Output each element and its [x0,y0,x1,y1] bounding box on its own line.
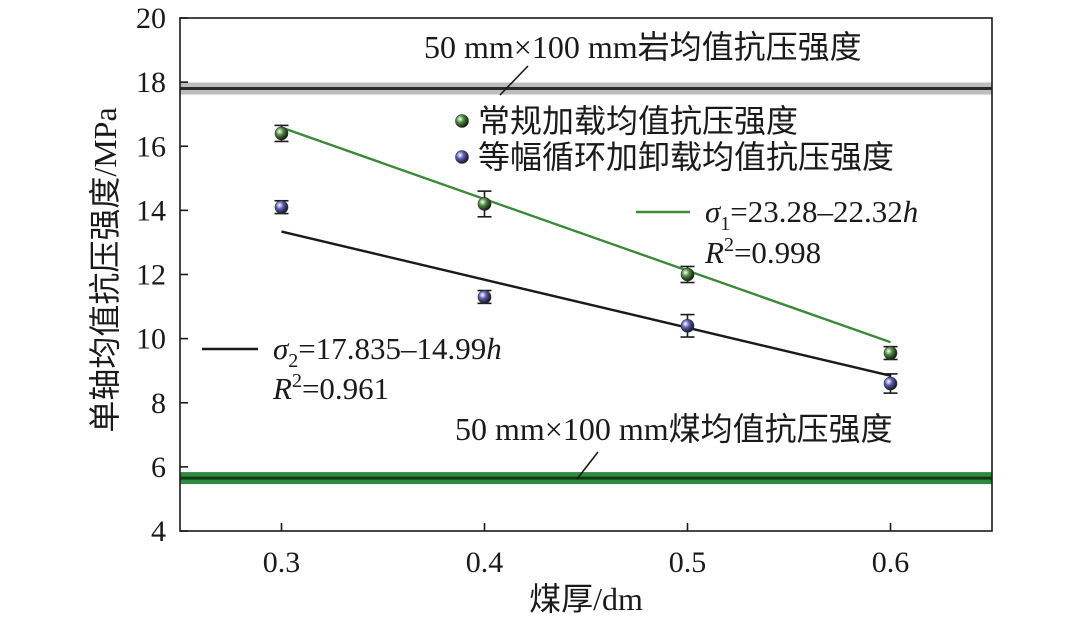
fit-equation: σ2=17.835–14.99h [273,331,502,372]
plot-frame [179,17,993,532]
r-squared-value: =0.998 [734,235,821,270]
r-squared: R2=0.961 [272,370,389,406]
fit-lines [281,126,891,377]
data-point [477,290,492,304]
r-squared-symbol: R [704,235,724,270]
equation-subscript: 1 [720,213,730,235]
r-squared-superscript: 2 [724,234,734,256]
x-tick-label: 0.4 [466,546,504,579]
x-tick-label: 0.6 [872,546,910,579]
legend-marker [455,150,469,164]
reference-annotations: 50 mm×100 mm岩均值抗压强度 50 mm×100 mm煤均值抗压强度 [424,29,893,480]
y-tick-label: 14 [136,194,166,227]
r-squared-symbol: R [272,371,292,406]
data-point [477,197,492,211]
legend-marker [455,114,469,128]
y-tick-label: 8 [151,387,166,420]
equation-variable: h [903,194,919,229]
fit-line [281,230,891,377]
data-point [274,200,289,214]
equation-variable: h [486,331,502,366]
equation-body: =17.835–14.99 [298,331,486,366]
reference-annotation: 50 mm×100 mm岩均值抗压强度 [424,29,862,65]
x-axis-label: 煤厚/dm [529,581,643,617]
r-squared-superscript: 2 [292,370,302,392]
x-tick-label: 0.3 [263,546,301,579]
equation-body: =23.28–22.32 [730,194,902,229]
y-tick-label: 20 [136,2,166,35]
data-points [274,126,898,391]
annotation-leader [499,65,529,96]
y-tick-label: 4 [151,515,166,548]
reference-annotation: 50 mm×100 mm煤均值抗压强度 [455,411,893,447]
data-point [680,318,695,333]
data-point [680,267,695,282]
legend-label: 等幅循环加卸载均值抗压强度 [478,139,894,175]
annotation-leader [576,451,599,480]
equation-symbol: σ [273,331,290,366]
fit-equations: σ1=23.28–22.32hR2=0.998σ2=17.835–14.99hR… [202,194,918,406]
fit-line [281,126,891,344]
x-axis-ticks: 0.3 0.4 0.5 0.6 [263,523,910,579]
x-tick-label: 0.5 [669,546,707,579]
r-squared: R2=0.998 [704,234,821,270]
data-point [883,346,898,360]
data-point [274,126,289,141]
equation-subscript: 2 [288,350,298,372]
fit-equation: σ1=23.28–22.32h [705,194,918,235]
y-tick-label: 16 [136,130,166,163]
y-tick-label: 6 [151,451,166,484]
y-axis-label: 单轴均值抗压强度/MPa [87,107,123,432]
y-tick-label: 10 [136,323,166,356]
r-squared-value: =0.961 [302,371,389,406]
y-axis-ticks: 4 6 8 10 12 14 16 18 20 [136,2,188,548]
reference-lines [180,82,992,485]
y-tick-label: 18 [136,66,166,99]
legend-label: 常规加载均值抗压强度 [478,103,798,139]
equation-symbol: σ [705,194,722,229]
y-tick-label: 12 [136,259,166,292]
data-point [883,376,898,391]
